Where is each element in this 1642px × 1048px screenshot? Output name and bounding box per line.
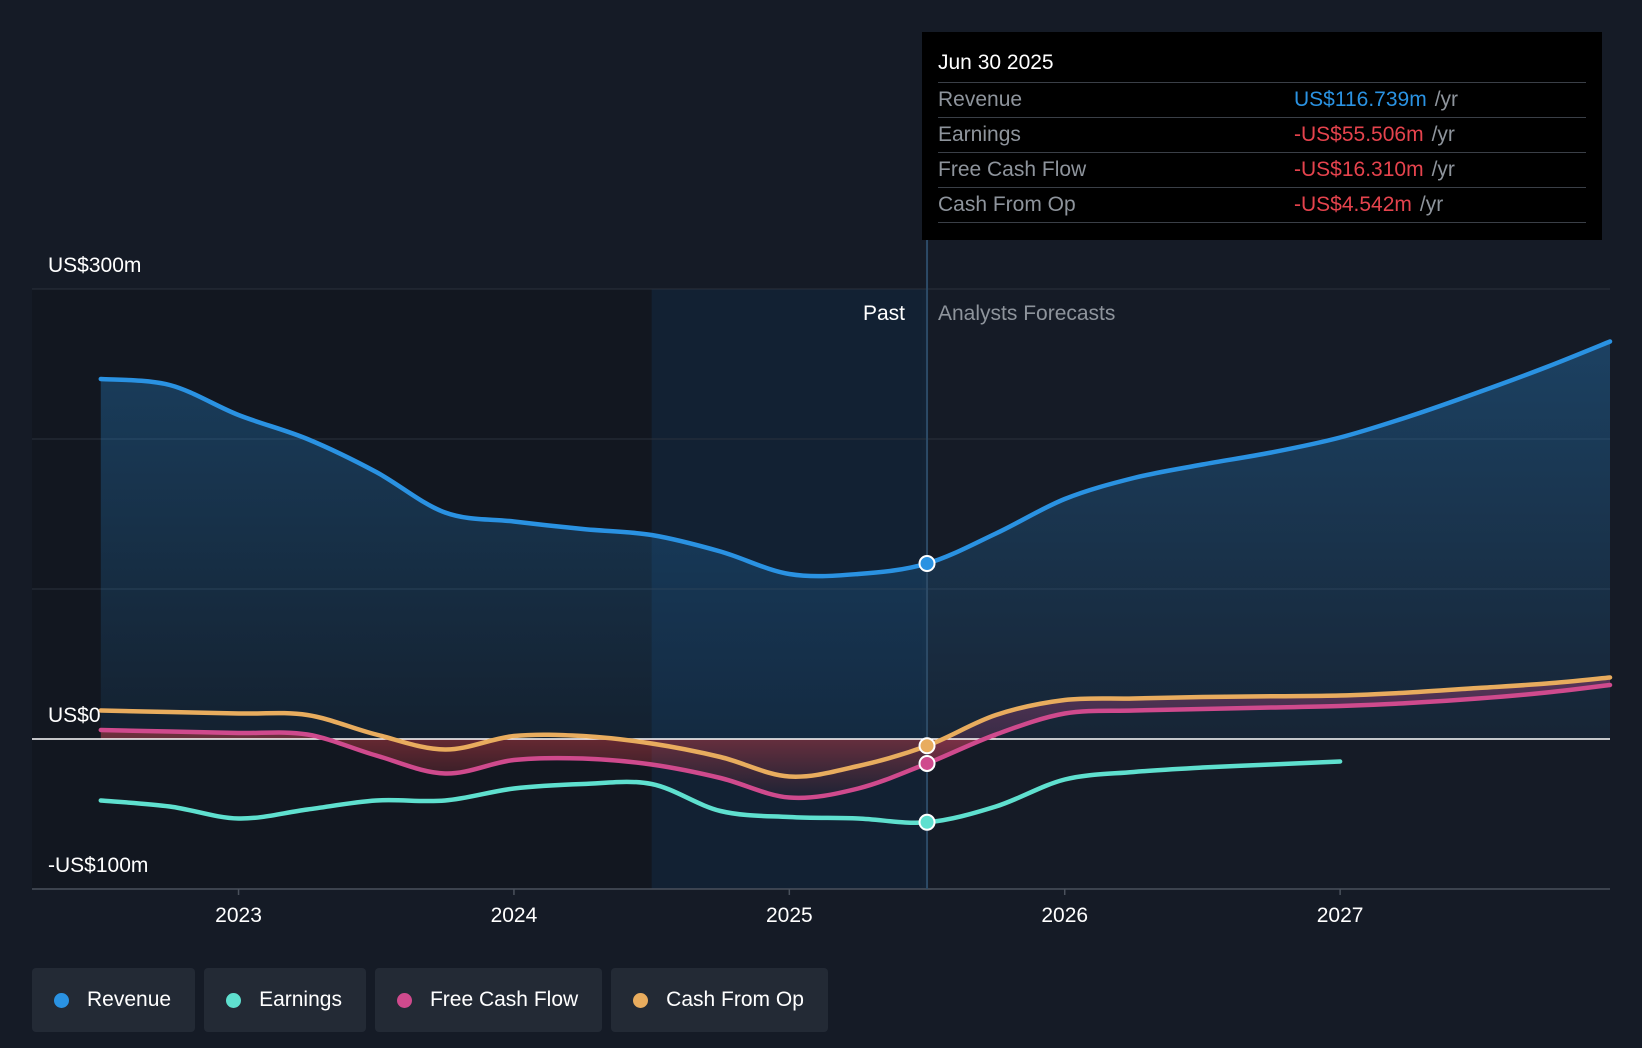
x-tick-label: 2025 [766,904,813,927]
legend-dot [226,992,242,1008]
revenue-marker [918,555,936,572]
revenue-line [98,339,1613,579]
free-cash-flow-line [98,682,1613,801]
tooltip-row-free-cash-flow: Free Cash Flow -US$16.310m /yr [938,153,1586,188]
tooltip-value: US$116.739m [1294,88,1427,111]
legend-label: Earnings [259,988,342,1011]
x-tick-label: 2027 [1317,904,1364,927]
tooltip-value: -US$16.310m [1294,158,1424,181]
cash-from-op-marker [918,737,936,755]
tooltip-label: Cash From Op [938,193,1076,216]
x-axis-ticks: 2023 2024 2025 2026 2027 [215,889,1363,927]
y-label-bottom: -US$100m [48,854,148,877]
tooltip-label: Revenue [938,88,1023,111]
legend-label: Cash From Op [666,988,804,1011]
legend: Revenue Earnings Free Cash Flow Cash Fro… [32,968,828,1032]
tooltip-value: -US$55.506m [1294,123,1424,146]
tooltip-value: -US$4.542m [1294,193,1412,216]
revenue-area [100,341,1610,739]
legend-item-cash-from-op[interactable]: Cash From Op [611,968,828,1032]
legend-label: Free Cash Flow [429,988,579,1011]
earnings-marker [918,813,936,831]
x-tick-label: 2023 [215,904,262,927]
y-label-top: US$300m [48,254,141,277]
tooltip-row-revenue: Revenue US$116.739m /yr [938,83,1586,118]
tooltip-unit: /yr [1431,158,1455,181]
x-tick-label: 2024 [491,904,538,927]
tooltip: Jun 30 2025 Revenue US$116.739m /yr Earn… [922,32,1602,240]
legend-dot [396,992,412,1008]
series-markers [918,555,936,831]
legend-item-earnings[interactable]: Earnings [204,968,366,1032]
tooltip-date: Jun 30 2025 [938,46,1586,83]
tooltip-row-earnings: Earnings -US$55.506m /yr [938,118,1586,153]
tooltip-row-cash-from-op: Cash From Op -US$4.542m /yr [938,188,1586,223]
free-cash-flow-marker [918,754,936,772]
y-label-zero: US$0 [48,704,101,727]
tooltip-label: Earnings [938,123,1021,146]
legend-item-free-cash-flow[interactable]: Free Cash Flow [374,968,603,1032]
tooltip-label: Free Cash Flow [938,158,1087,181]
legend-label: Revenue [87,988,172,1011]
x-tick-label: 2026 [1041,904,1088,927]
series-lines [98,339,1613,825]
legend-dot [633,992,649,1008]
legend-item-revenue[interactable]: Revenue [32,968,196,1032]
past-label: Past [863,302,905,325]
tooltip-unit: /yr [1419,193,1444,216]
cash-from-op-line [98,675,1613,779]
negative-area [100,730,996,798]
legend-dot [54,992,69,1008]
tooltip-unit: /yr [1434,88,1459,111]
forecast-label: Analysts Forecasts [938,302,1115,325]
earnings-line [98,759,1343,825]
tooltip-unit: /yr [1431,123,1455,146]
